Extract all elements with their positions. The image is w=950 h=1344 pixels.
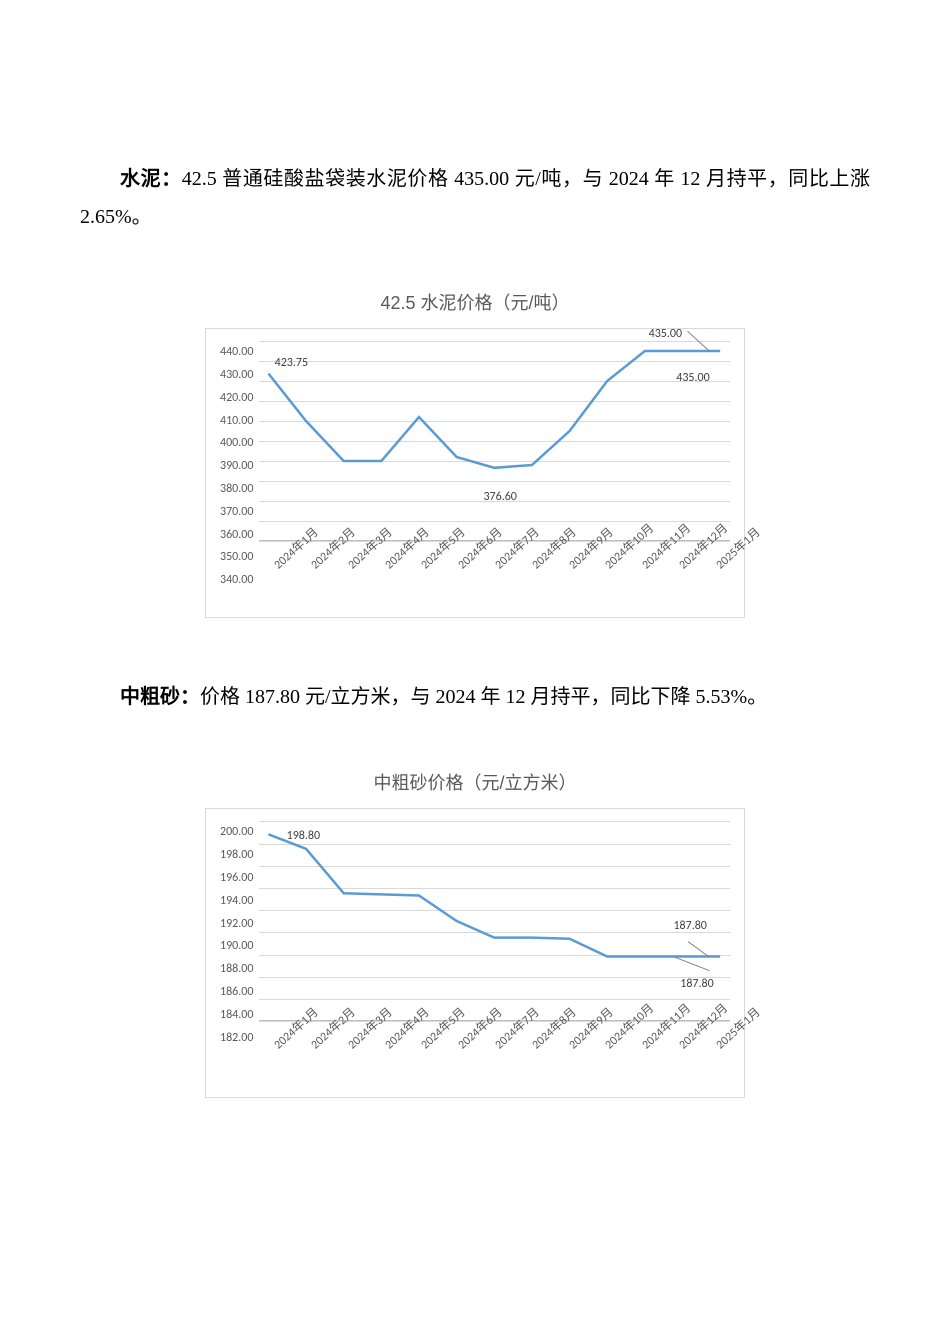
- y-axis: 200.00198.00196.00194.00192.00190.00188.…: [220, 821, 259, 1021]
- y-tick-label: 192.00: [220, 913, 253, 936]
- y-tick-label: 184.00: [220, 1004, 253, 1027]
- data-label: 435.00: [676, 367, 709, 390]
- cement-label: 水泥：: [120, 168, 182, 190]
- y-axis: 440.00430.00420.00410.00400.00390.00380.…: [220, 341, 259, 541]
- data-label: 187.80: [673, 915, 706, 938]
- plot-area: 198.80 187.80 187.80: [259, 821, 730, 1021]
- y-tick-label: 390.00: [220, 455, 253, 478]
- y-tick-label: 186.00: [220, 981, 253, 1004]
- y-tick-label: 190.00: [220, 935, 253, 958]
- y-tick-label: 182.00: [220, 1027, 253, 1050]
- data-label: 376.60: [483, 486, 516, 509]
- series-line: [259, 341, 730, 541]
- y-tick-label: 350.00: [220, 546, 253, 569]
- y-tick-label: 410.00: [220, 410, 253, 433]
- x-axis: 2024年1月2024年2月2024年3月2024年4月2024年5月2024年…: [266, 1027, 730, 1087]
- sand-chart: 中粗砂价格（元/立方米） 200.00198.00196.00194.00192…: [205, 766, 745, 1098]
- y-tick-label: 440.00: [220, 341, 253, 364]
- data-label: 198.80: [287, 825, 320, 848]
- x-axis: 2024年1月2024年2月2024年3月2024年4月2024年5月2024年…: [266, 547, 730, 607]
- sand-text: 价格 187.80 元/立方米，与 2024 年 12 月持平，同比下降 5.5…: [200, 686, 767, 708]
- y-tick-label: 194.00: [220, 890, 253, 913]
- y-tick-label: 400.00: [220, 432, 253, 455]
- cement-chart: 42.5 水泥价格（元/吨） 440.00430.00420.00410.004…: [205, 286, 745, 618]
- y-tick-label: 430.00: [220, 364, 253, 387]
- cement-text: 42.5 普通硅酸盐袋装水泥价格 435.00 元/吨，与 2024 年 12 …: [80, 168, 870, 228]
- y-tick-label: 196.00: [220, 867, 253, 890]
- sand-chart-title: 中粗砂价格（元/立方米）: [205, 766, 745, 800]
- sand-chart-frame: 200.00198.00196.00194.00192.00190.00188.…: [205, 808, 745, 1098]
- y-tick-label: 340.00: [220, 569, 253, 592]
- cement-paragraph: 水泥：42.5 普通硅酸盐袋装水泥价格 435.00 元/吨，与 2024 年 …: [80, 160, 870, 236]
- series-line: [259, 821, 730, 1021]
- y-tick-label: 200.00: [220, 821, 253, 844]
- y-tick-label: 370.00: [220, 501, 253, 524]
- data-label: 435.00: [649, 323, 682, 346]
- data-label: 187.80: [680, 973, 713, 996]
- plot-area: 423.75435.00435.00376.60: [259, 341, 730, 541]
- y-tick-label: 380.00: [220, 478, 253, 501]
- y-tick-label: 360.00: [220, 524, 253, 547]
- cement-chart-title: 42.5 水泥价格（元/吨）: [205, 286, 745, 320]
- data-label: 423.75: [275, 352, 308, 375]
- y-tick-label: 198.00: [220, 844, 253, 867]
- y-tick-label: 420.00: [220, 387, 253, 410]
- cement-chart-frame: 440.00430.00420.00410.00400.00390.00380.…: [205, 328, 745, 618]
- sand-paragraph: 中粗砂：价格 187.80 元/立方米，与 2024 年 12 月持平，同比下降…: [80, 678, 870, 716]
- y-tick-label: 188.00: [220, 958, 253, 981]
- document-page: 水泥：42.5 普通硅酸盐袋装水泥价格 435.00 元/吨，与 2024 年 …: [0, 0, 950, 1218]
- sand-label: 中粗砂：: [120, 686, 200, 708]
